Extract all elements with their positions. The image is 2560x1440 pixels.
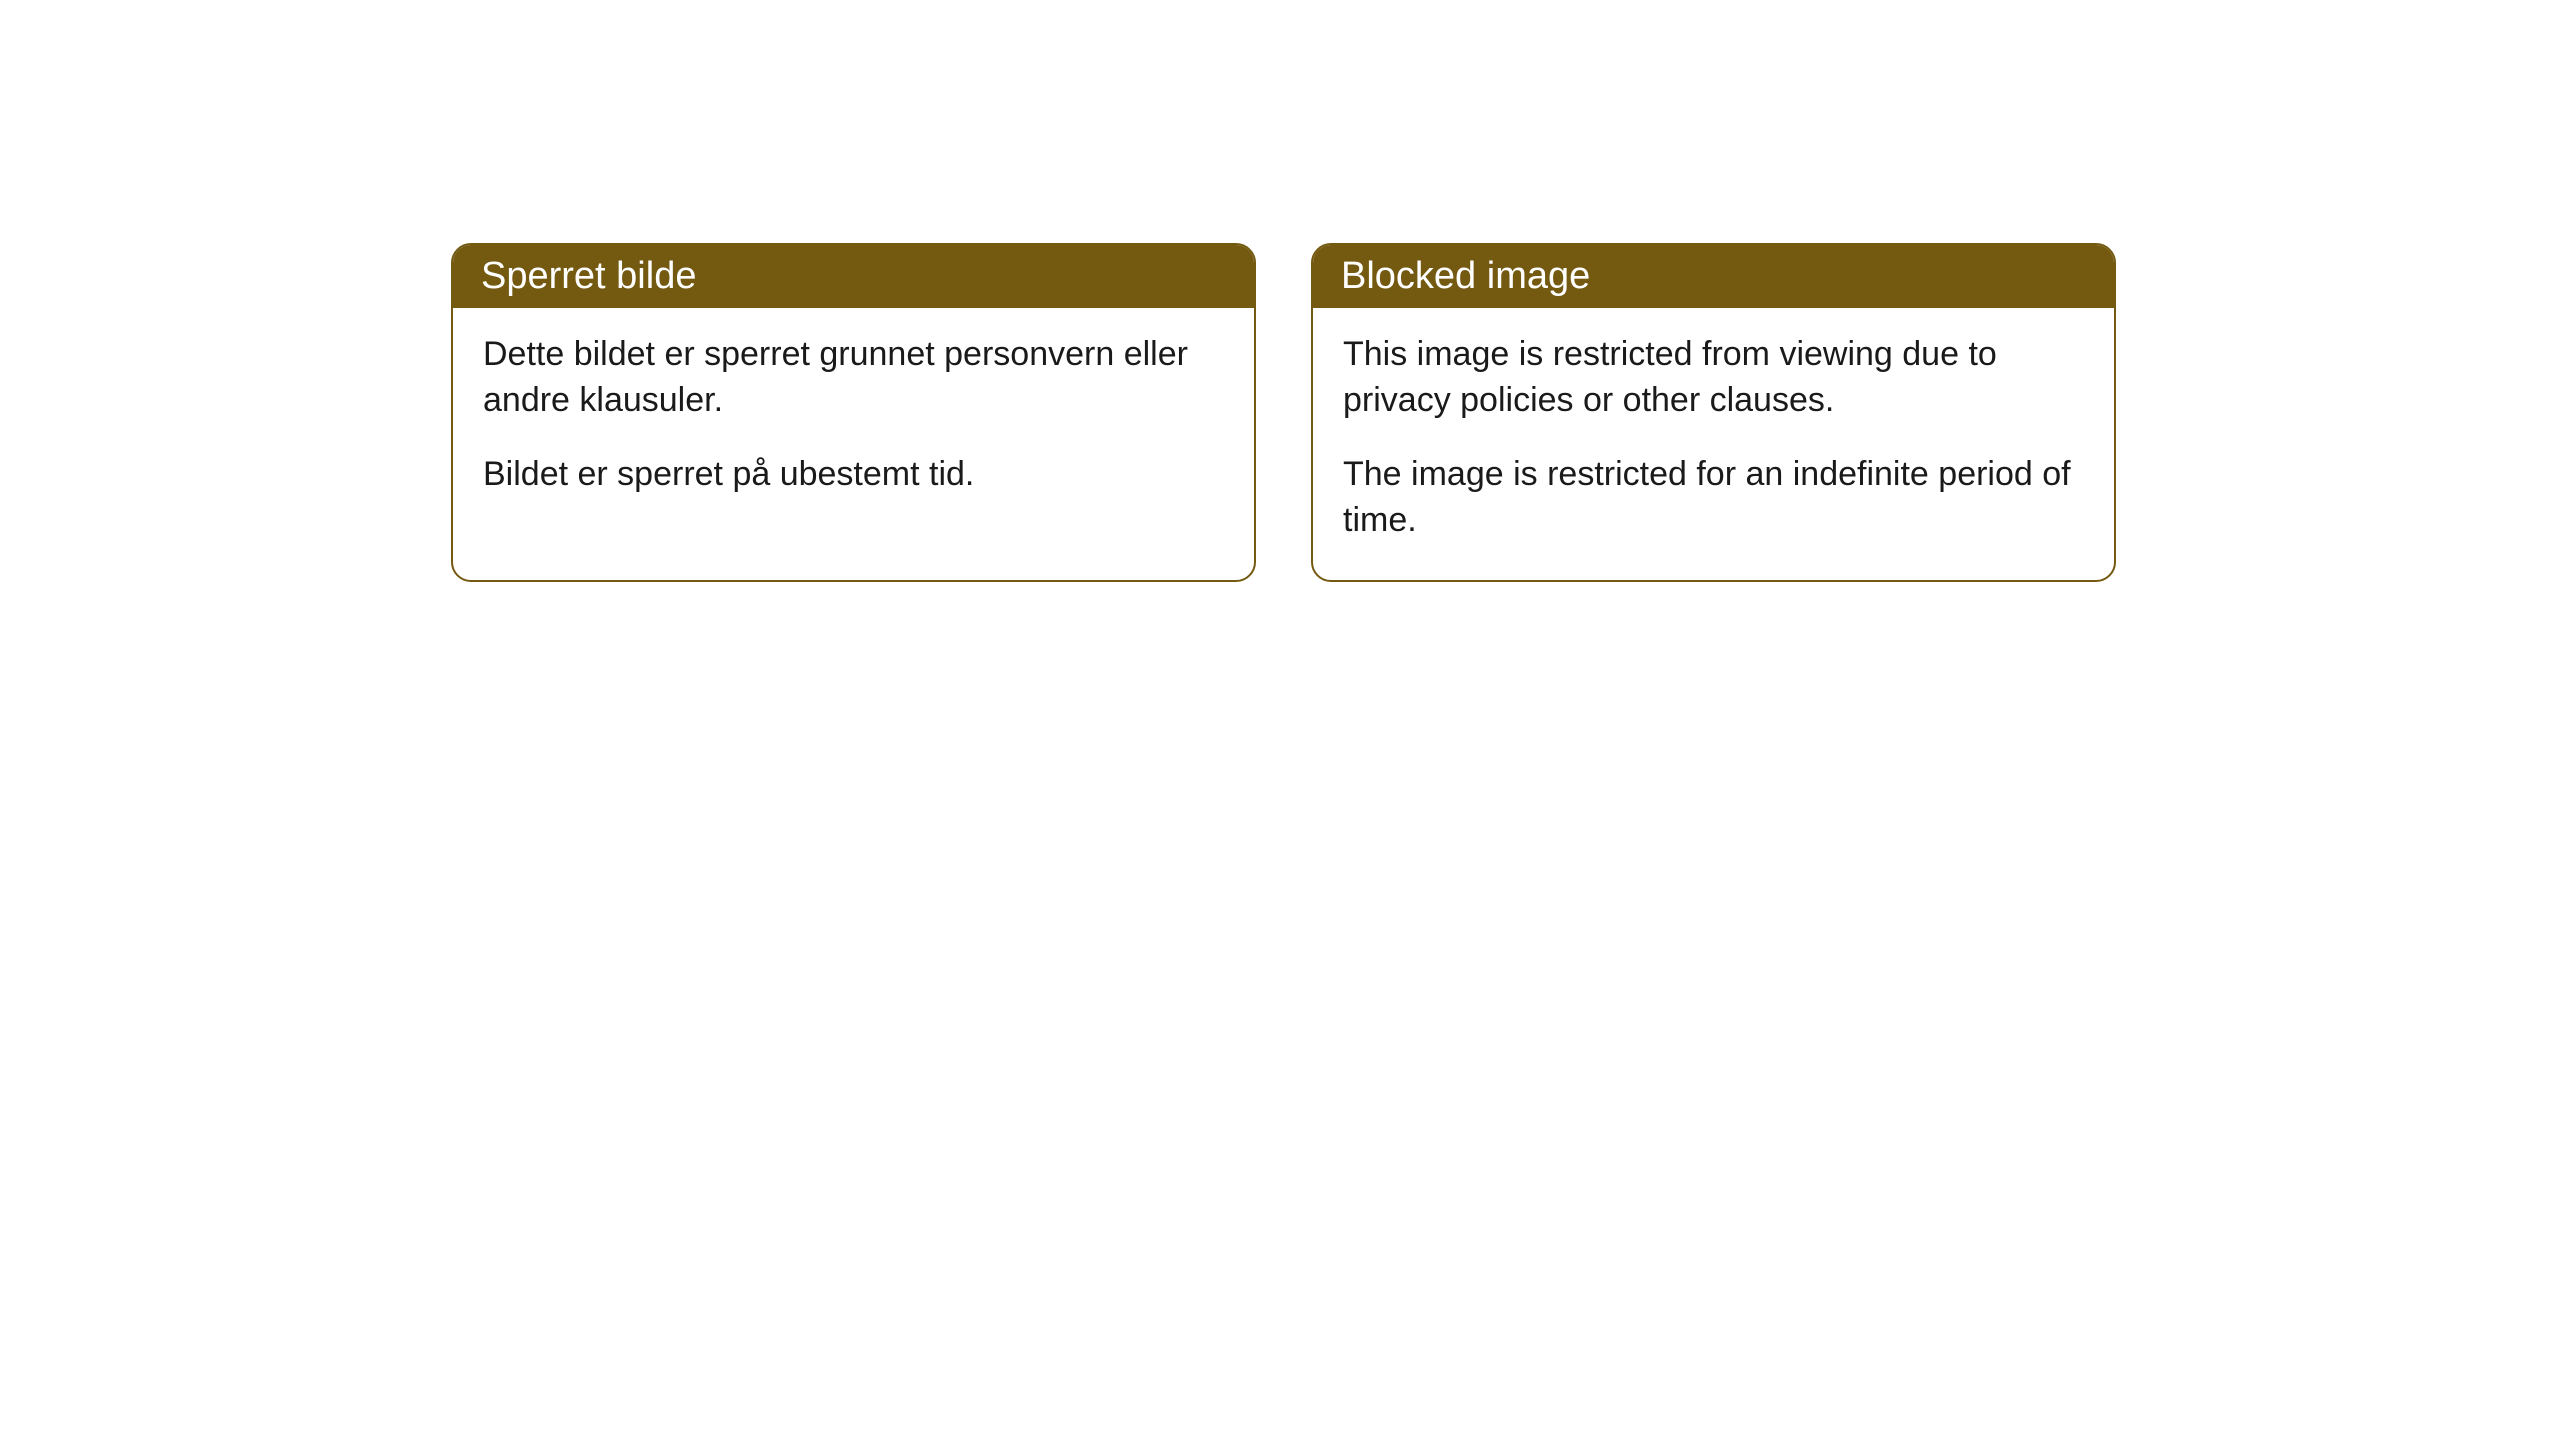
card-header: Blocked image	[1313, 245, 2114, 308]
notice-card-english: Blocked image This image is restricted f…	[1311, 243, 2116, 582]
card-paragraph: This image is restricted from viewing du…	[1343, 332, 2084, 424]
notice-card-norwegian: Sperret bilde Dette bildet er sperret gr…	[451, 243, 1256, 582]
notice-cards-container: Sperret bilde Dette bildet er sperret gr…	[451, 243, 2116, 582]
card-title: Sperret bilde	[481, 255, 696, 297]
card-title: Blocked image	[1341, 255, 1590, 297]
card-body: This image is restricted from viewing du…	[1313, 308, 2114, 580]
card-paragraph: Dette bildet er sperret grunnet personve…	[483, 332, 1224, 424]
card-paragraph: The image is restricted for an indefinit…	[1343, 452, 2084, 544]
card-header: Sperret bilde	[453, 245, 1254, 308]
card-paragraph: Bildet er sperret på ubestemt tid.	[483, 452, 1224, 498]
card-body: Dette bildet er sperret grunnet personve…	[453, 308, 1254, 534]
